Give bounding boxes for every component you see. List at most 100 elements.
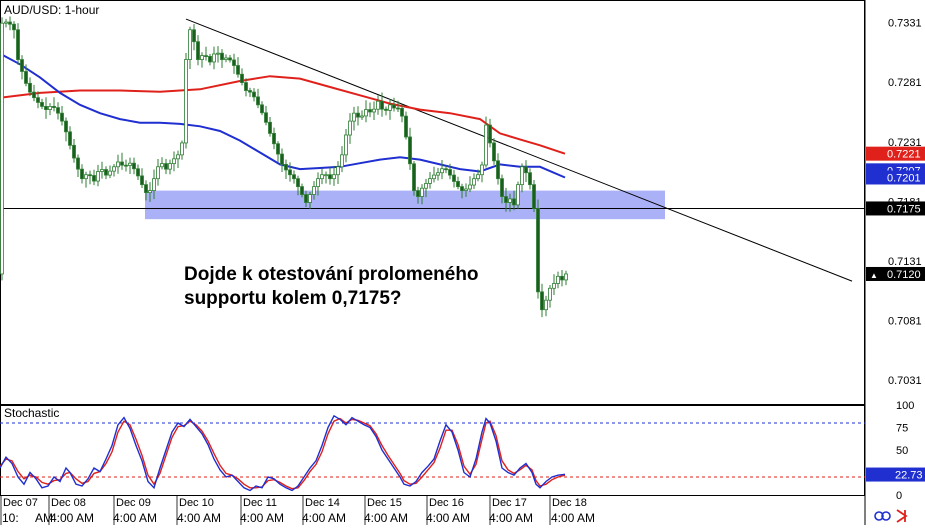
- candle-body: [432, 174, 436, 180]
- candle-body: [104, 169, 108, 176]
- candle-body: [124, 164, 128, 167]
- candle-body: [196, 41, 200, 60]
- candle-body: [412, 163, 416, 191]
- candle-body: [348, 120, 352, 136]
- annotation-line-1: Dojde k otestování prolomeného: [184, 264, 479, 285]
- candle-body: [304, 194, 308, 203]
- price-label-box: [866, 146, 925, 161]
- candle-body: [288, 169, 292, 176]
- candle-body: [272, 133, 276, 145]
- candle-body: [4, 21, 8, 24]
- candle-body: [48, 106, 52, 110]
- support-zone-layer: [0, 18, 865, 282]
- candle-body: [240, 73, 244, 83]
- candle-body: [232, 59, 236, 66]
- candle-body: [36, 97, 40, 103]
- candle-body: [380, 100, 384, 110]
- candle-body: [280, 153, 284, 165]
- annotation-line-2: supportu kolem 0,7175?: [184, 288, 402, 309]
- candle-body: [420, 187, 424, 197]
- candle-body: [276, 143, 280, 155]
- arrow-right-icon[interactable]: [896, 509, 908, 523]
- x-date-label: Dec 08: [51, 497, 86, 509]
- candle-body: [460, 186, 464, 191]
- ma-fast-line: [0, 52, 566, 179]
- candle-body: [8, 21, 12, 25]
- candles-layer: [0, 16, 568, 318]
- candle-body: [168, 163, 172, 170]
- candle-body: [200, 55, 204, 60]
- candle-body: [96, 171, 100, 182]
- price-label-box: [866, 201, 925, 216]
- stoch-k-line: [0, 414, 566, 492]
- candle-body: [548, 287, 552, 301]
- candle-body: [332, 174, 336, 180]
- price-marker-icon: ▲: [870, 271, 878, 280]
- candle-body: [260, 104, 264, 114]
- candle-body: [416, 190, 420, 197]
- link-icon[interactable]: [874, 511, 891, 521]
- candle-body: [536, 208, 540, 293]
- support-zone: [145, 190, 665, 220]
- price-tick-label: 0.7281: [888, 77, 922, 89]
- candle-body: [400, 107, 404, 117]
- candle-body: [248, 90, 252, 93]
- price-label-text: 0.7175: [887, 203, 921, 215]
- candle-body: [32, 91, 36, 99]
- candle-body: [492, 142, 496, 162]
- candle-body: [148, 190, 152, 193]
- x-date-label: Dec 09: [116, 497, 151, 509]
- x-time-label: AM: [35, 511, 53, 525]
- candle-body: [472, 178, 476, 186]
- x-time-label: 4:00 AM: [240, 511, 284, 525]
- candle-body: [152, 178, 156, 191]
- price-label-box: [866, 170, 925, 185]
- candle-body: [140, 175, 144, 186]
- candle-body: [552, 283, 556, 289]
- candle-body: [60, 112, 64, 122]
- candle-body: [540, 291, 544, 311]
- candle-body: [156, 166, 160, 180]
- chart-title: AUD/USD: 1-hour: [4, 3, 99, 17]
- candle-body: [436, 172, 440, 176]
- price-label-text: 0.7201: [887, 172, 921, 184]
- candle-body: [88, 174, 92, 177]
- candle-body: [236, 65, 240, 75]
- candle-body: [376, 100, 380, 110]
- x-date-label: Dec 10: [179, 497, 214, 509]
- candle-body: [392, 104, 396, 109]
- candle-body: [300, 186, 304, 195]
- candle-body: [192, 29, 196, 43]
- candle-body: [224, 57, 228, 60]
- candle-body: [512, 198, 516, 206]
- candle-body: [464, 188, 468, 191]
- x-date-label: Dec 18: [552, 497, 587, 509]
- candle-body: [28, 82, 32, 93]
- candle-body: [176, 154, 180, 160]
- candle-body: [524, 166, 528, 174]
- candle-body: [116, 161, 120, 168]
- candle-body: [112, 166, 116, 172]
- candle-body: [328, 174, 332, 180]
- stoch-d-line: [0, 417, 566, 490]
- indicator-lines-layer: [0, 52, 566, 179]
- candle-body: [72, 144, 76, 159]
- stoch-value-box: [866, 467, 925, 482]
- candle-body: [100, 169, 104, 172]
- x-time-label: 4:00 AM: [551, 511, 595, 525]
- candle-body: [80, 168, 84, 180]
- candle-body: [264, 112, 268, 123]
- axes-layer: 0.73310.72810.72310.71810.71310.70810.70…: [0, 18, 925, 525]
- price-tick-label: 0.7331: [888, 18, 922, 30]
- x-time-label: 4:00 AM: [426, 511, 470, 525]
- candle-body: [440, 168, 444, 174]
- candle-body: [16, 29, 20, 60]
- stoch-tick-label: 50: [896, 445, 908, 457]
- candle-body: [544, 299, 548, 311]
- candle-body: [448, 169, 452, 176]
- candle-body: [256, 96, 260, 106]
- candle-body: [488, 124, 492, 144]
- candle-body: [560, 275, 564, 281]
